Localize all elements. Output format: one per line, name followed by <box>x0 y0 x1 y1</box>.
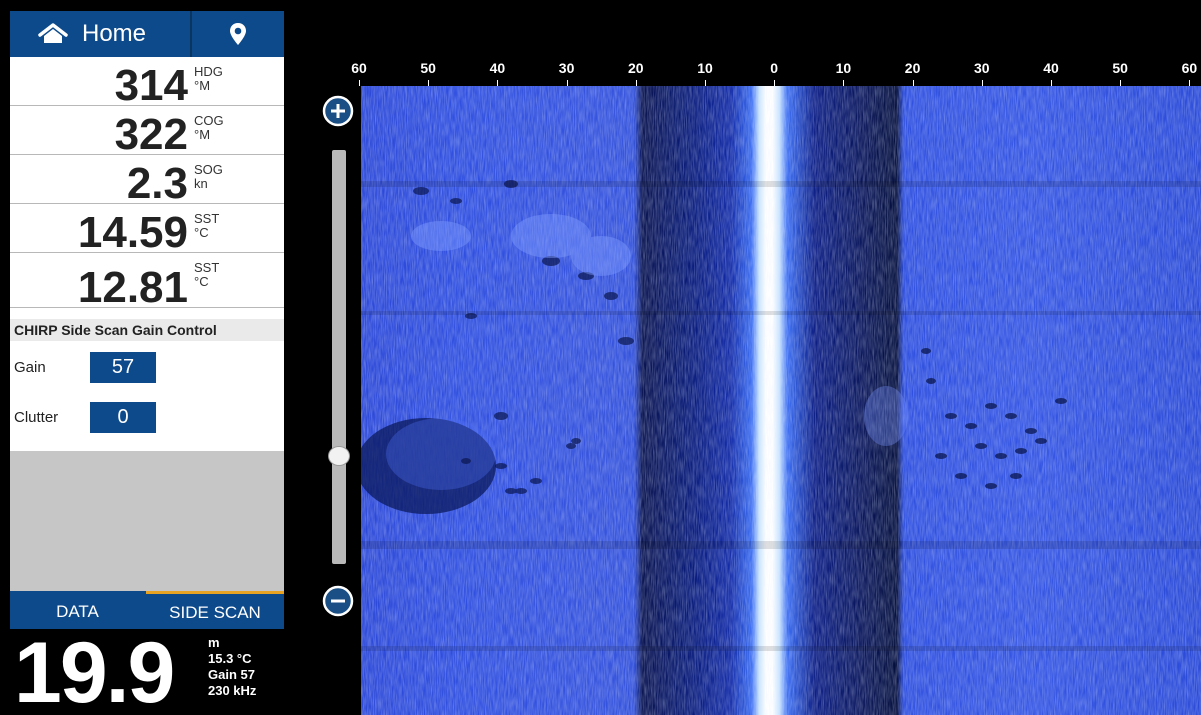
empty-panel-area <box>10 451 284 591</box>
sst-value-1: 14.59 <box>77 208 188 257</box>
zoom-slider-handle[interactable] <box>328 446 350 466</box>
range-tick-label: 30 <box>558 60 575 76</box>
range-tick-mark <box>774 80 776 86</box>
topbar-divider <box>190 11 192 57</box>
water-temp: 15.3 °C <box>208 651 252 666</box>
map-pin-icon <box>230 23 246 45</box>
sst-row-1: 14.59 SST °C <box>10 204 284 257</box>
range-tick-mark <box>635 80 637 86</box>
range-tick-mark <box>566 80 568 86</box>
cog-label: COG °M <box>194 113 224 142</box>
home-icon <box>38 23 68 43</box>
range-tick-mark <box>1120 80 1122 86</box>
frequency-readout: 230 kHz <box>208 683 257 698</box>
range-tick-label: 60 <box>1181 60 1198 76</box>
sst-row-2: 12.81 SST °C <box>10 253 284 312</box>
clutter-input[interactable]: 0 <box>90 402 156 433</box>
depth-readout: 19.9 m 15.3 °C Gain 57 230 kHz <box>10 625 284 715</box>
range-tick-label: 40 <box>489 60 506 76</box>
gain-control-title: CHIRP Side Scan Gain Control <box>10 319 284 341</box>
range-tick-mark <box>359 80 360 86</box>
sst-label-2: SST °C <box>194 260 220 289</box>
sog-value: 2.3 <box>126 159 188 208</box>
tab-data[interactable]: DATA <box>56 602 99 621</box>
home-label: Home <box>82 20 147 47</box>
home-button[interactable]: Home <box>10 11 190 57</box>
sog-label: SOG kn <box>194 162 223 191</box>
gain-readout: Gain 57 <box>208 667 255 682</box>
side-scan-sonar-image[interactable] <box>361 86 1201 715</box>
data-panel: Home 314 HDG °M 322 COG °M 2.3 SOG kn 14.59… <box>10 11 284 715</box>
top-bar: Home <box>10 11 284 57</box>
cog-row: 322 COG °M <box>10 106 284 159</box>
range-tick-mark <box>705 80 706 86</box>
sog-row: 2.3 SOG kn <box>10 155 284 208</box>
gain-input[interactable]: 57 <box>90 352 156 383</box>
waypoint-button[interactable] <box>192 11 284 57</box>
sst-label-1: SST °C <box>194 211 220 240</box>
gain-control-section: CHIRP Side Scan Gain Control Gain 57 Clu… <box>10 319 284 451</box>
range-tick-label: 30 <box>974 60 990 76</box>
gain-label: Gain <box>14 359 46 376</box>
clutter-label: Clutter <box>14 409 59 426</box>
range-tick-label: 20 <box>628 60 644 76</box>
heading-label: HDG °M <box>194 64 223 93</box>
heading-value: 314 <box>114 61 188 110</box>
range-tick-label: 0 <box>770 60 779 76</box>
range-tick-mark <box>912 80 914 86</box>
range-scale: 60 50 40 30 20 10 0 10 20 30 40 50 60 <box>343 56 1201 86</box>
plus-circle-icon[interactable] <box>322 95 354 127</box>
range-tick-mark <box>1189 80 1191 86</box>
heading-row: 314 HDG °M <box>10 57 284 110</box>
range-tick-label: 10 <box>697 60 713 76</box>
tab-side-scan[interactable]: SIDE SCAN <box>146 591 284 629</box>
cog-value: 322 <box>114 110 188 159</box>
range-tick-label: 40 <box>1043 60 1059 76</box>
range-tick-mark <box>981 80 983 86</box>
depth-info: m 15.3 °C Gain 57 230 kHz <box>208 635 256 699</box>
zoom-slider-track[interactable] <box>332 150 346 564</box>
range-tick-label: 50 <box>1112 60 1128 76</box>
range-tick-label: 20 <box>904 60 921 76</box>
range-tick-mark <box>428 80 430 86</box>
range-tick-mark <box>497 80 499 86</box>
minus-circle-icon[interactable] <box>322 585 354 617</box>
sonar-texture <box>361 86 1201 715</box>
range-tick-label: 50 <box>420 60 436 76</box>
depth-value: 19.9 <box>14 625 175 715</box>
range-tick-mark <box>1051 80 1052 86</box>
range-tick-label: 60 <box>351 60 367 76</box>
depth-unit: m <box>208 635 220 650</box>
range-tick-label: 10 <box>835 60 852 76</box>
range-tick-mark <box>843 80 845 86</box>
sst-value-2: 12.81 <box>77 263 188 312</box>
bottom-tabs: DATA SIDE SCAN <box>10 591 284 629</box>
